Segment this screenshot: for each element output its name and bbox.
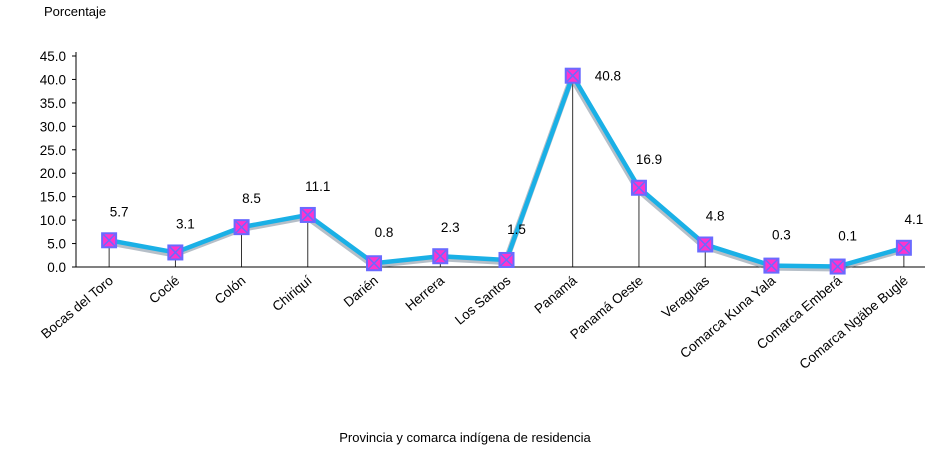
data-label: 4.8 — [706, 208, 725, 223]
marker-cross — [168, 245, 182, 259]
data-label: 5.7 — [110, 204, 129, 219]
marker-cross — [566, 69, 580, 83]
data-point-marker — [895, 239, 912, 256]
y-tick-label: 25.0 — [40, 143, 66, 158]
data-point-marker — [432, 248, 449, 265]
marker-cross — [897, 241, 911, 255]
data-label: 1.5 — [507, 222, 526, 237]
data-label: 2.3 — [441, 220, 460, 235]
x-tick-label: Colón — [212, 273, 249, 307]
y-axis-title: Porcentaje — [44, 4, 107, 19]
x-tick-label: Bocas del Toro — [38, 273, 116, 342]
x-tick-label: Herrera — [402, 272, 447, 313]
y-tick-label: 15.0 — [40, 190, 66, 205]
y-tick-labels: 0.0 5.0 10.0 15.0 20.0 25.0 30.0 35.0 40.0 45.0 — [40, 49, 76, 275]
x-tick-label: Veraguas — [659, 273, 713, 321]
marker-cross — [235, 220, 249, 234]
y-tick-label: 35.0 — [40, 96, 66, 111]
series-markers — [101, 67, 912, 275]
x-tick-labels: Bocas del Toro Coclé Colón Chiriquí Darién He… — [38, 272, 911, 372]
y-tick-label: 5.0 — [47, 237, 66, 252]
marker-cross — [831, 260, 845, 274]
y-tick-label: 40.0 — [40, 72, 66, 87]
data-label: 0.3 — [772, 228, 791, 243]
data-point-marker — [697, 236, 714, 253]
y-tick-label: 0.0 — [47, 260, 66, 275]
data-label: 16.9 — [636, 152, 662, 167]
x-tick-label: Coclé — [146, 273, 182, 307]
data-label: 4.1 — [904, 212, 923, 227]
marker-cross — [499, 253, 514, 267]
y-tick-label: 45.0 — [40, 49, 66, 64]
data-label: 40.8 — [595, 69, 621, 84]
data-label: 0.1 — [838, 229, 857, 244]
data-point-marker — [763, 257, 780, 274]
x-axis-title: Provincia y comarca indígena de residenc… — [339, 430, 591, 445]
chart-axes — [75, 52, 925, 268]
y-tick-label: 10.0 — [40, 213, 66, 228]
x-tick-label: Comarca Ngäbe Buglé — [797, 273, 911, 372]
data-point-marker — [167, 244, 184, 261]
data-point-marker — [630, 179, 647, 196]
data-point-marker — [366, 255, 383, 272]
data-point-marker — [564, 67, 581, 84]
marker-cross — [764, 259, 778, 273]
data-label: 0.8 — [375, 225, 394, 240]
marker-cross — [698, 237, 712, 252]
data-point-marker — [233, 219, 250, 236]
marker-cross — [632, 181, 646, 195]
marker-cross — [102, 233, 116, 247]
data-point-marker — [498, 251, 515, 268]
y-tick-label: 20.0 — [40, 166, 66, 181]
x-tick-label: Chiriquí — [269, 273, 314, 315]
data-point-marker — [101, 232, 118, 249]
x-tick-label: Los Santos — [452, 273, 514, 328]
data-label: 3.1 — [176, 216, 195, 231]
x-tick-label: Darién — [341, 273, 381, 310]
data-labels: 5.7 3.1 8.5 11.1 0.8 2.3 1.5 40.8 16.9 4.8 0.3 0.1 4… — [110, 69, 924, 244]
y-tick-label: 30.0 — [40, 119, 66, 134]
x-tick-label: Panamá — [531, 273, 580, 317]
data-point-marker — [829, 258, 846, 275]
marker-cross — [433, 249, 447, 263]
marker-cross — [367, 256, 381, 270]
x-tick-label: Panamá Oeste — [567, 273, 646, 342]
data-label: 11.1 — [305, 179, 330, 194]
data-label: 8.5 — [242, 191, 261, 206]
data-point-marker — [299, 206, 316, 223]
marker-cross — [301, 208, 315, 222]
